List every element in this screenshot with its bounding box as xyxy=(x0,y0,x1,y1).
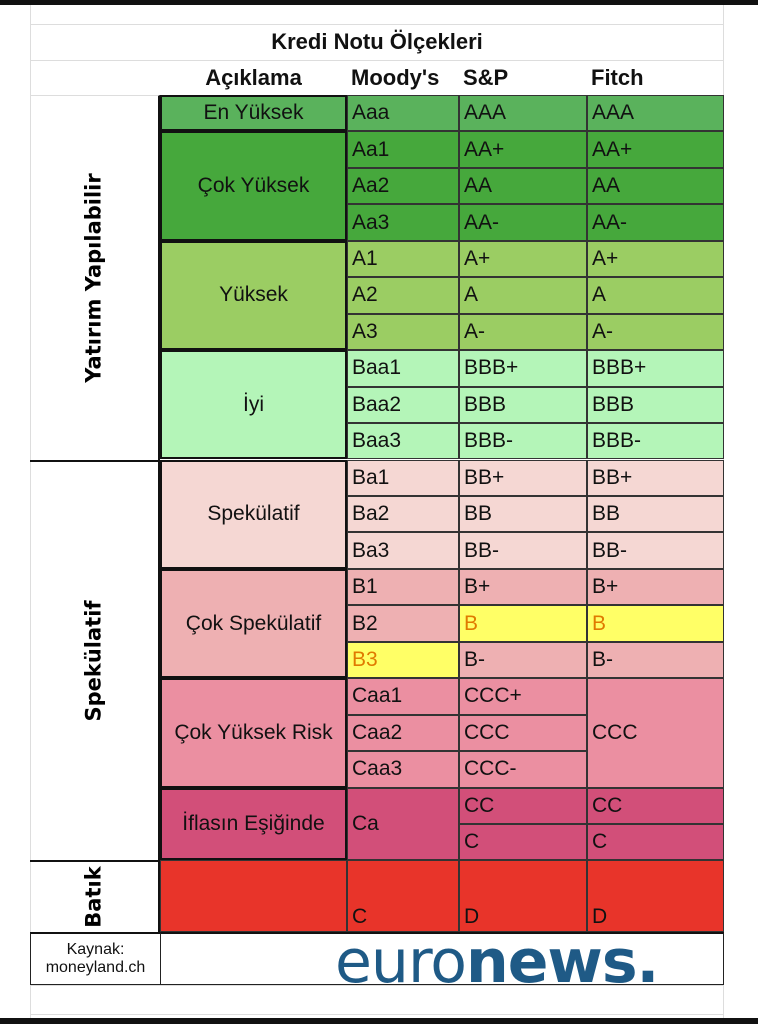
moodys-rating-cell: A3 xyxy=(347,313,459,351)
gridline xyxy=(30,1014,724,1015)
fitch-rating-cell: B- xyxy=(587,641,724,679)
moodys-rating-cell: B1 xyxy=(347,568,459,606)
header-moodys: Moody's xyxy=(351,65,440,90)
gridline xyxy=(30,60,724,61)
fitch-rating-cell: CC xyxy=(587,787,724,824)
moodys-rating-cell: Caa2 xyxy=(347,714,459,752)
gridline xyxy=(30,5,31,1018)
moodys-rating-cell: Aa1 xyxy=(347,131,459,168)
description-cell: Yüksek xyxy=(160,240,347,351)
category-label-cell: Batık xyxy=(30,860,160,933)
fitch-rating-cell: A xyxy=(587,277,724,314)
fitch-rating-cell: AA+ xyxy=(587,131,724,168)
sp-rating-cell: B+ xyxy=(459,568,587,606)
fitch-rating-cell: B xyxy=(587,605,724,642)
sp-rating-cell: BBB- xyxy=(459,423,587,460)
source-label: Kaynak: xyxy=(66,941,125,958)
fitch-rating-cell: BB- xyxy=(587,532,724,569)
fitch-rating-cell: BBB xyxy=(587,386,724,424)
sp-rating-cell: AA+ xyxy=(459,131,587,168)
source-value: moneyland.ch xyxy=(45,959,146,976)
moodys-rating-cell: Ba1 xyxy=(347,459,459,496)
moodys-rating-cell: B2 xyxy=(347,605,459,642)
table-title: Kredi Notu Ölçekleri xyxy=(271,29,483,54)
fitch-rating-cell: BB+ xyxy=(587,459,724,496)
moodys-rating-cell: Ba2 xyxy=(347,495,459,533)
sp-rating-cell: BB xyxy=(459,495,587,533)
moodys-rating-cell: A2 xyxy=(347,277,459,314)
bottom-bar xyxy=(0,1018,758,1024)
moodys-rating-cell: Aa3 xyxy=(347,204,459,241)
euronews-logo: euronews. xyxy=(335,927,659,997)
sp-rating-cell: A- xyxy=(459,313,587,351)
sp-rating-cell: A+ xyxy=(459,240,587,278)
description-cell: İflasın Eşiğinde xyxy=(160,787,347,861)
fitch-rating-cell: C xyxy=(587,824,724,861)
sp-rating-cell: B- xyxy=(459,641,587,679)
top-bar xyxy=(0,0,758,5)
moodys-rating-cell: Ba3 xyxy=(347,532,459,569)
moodys-rating-cell: Baa3 xyxy=(347,423,459,460)
source-cell: Kaynak: moneyland.ch xyxy=(30,932,161,985)
gridline xyxy=(30,985,724,986)
sp-rating-cell: AA- xyxy=(459,204,587,241)
moodys-rating-cell: Ca xyxy=(347,787,459,861)
description-cell: Spekülatif xyxy=(160,459,347,569)
sp-rating-cell: C xyxy=(459,824,587,861)
moodys-rating-cell: Aaa xyxy=(347,95,459,132)
sp-rating-cell: CCC+ xyxy=(459,678,587,715)
header-sp: S&P xyxy=(463,65,509,90)
sp-rating-cell: AA xyxy=(459,167,587,205)
fitch-rating-cell: AA xyxy=(587,167,724,205)
header-description: Açıklama xyxy=(205,65,302,90)
moodys-rating-cell: Caa1 xyxy=(347,678,459,715)
description-cell xyxy=(160,860,347,933)
category-label: Yatırım Yapılabilir xyxy=(82,173,106,383)
fitch-rating-cell: A+ xyxy=(587,240,724,278)
description-cell: Çok Yüksek Risk xyxy=(160,678,347,788)
moodys-rating-cell: Aa2 xyxy=(347,167,459,205)
sp-rating-cell: BB+ xyxy=(459,459,587,496)
moodys-rating-cell: A1 xyxy=(347,240,459,278)
sp-rating-cell: BB- xyxy=(459,532,587,569)
description-cell: En Yüksek xyxy=(160,95,347,132)
fitch-rating-cell: BBB+ xyxy=(587,350,724,387)
category-label: Spekülatif xyxy=(82,600,106,722)
sp-rating-cell: BBB xyxy=(459,386,587,424)
description-cell: Çok Yüksek xyxy=(160,131,347,241)
moodys-rating-cell: Baa2 xyxy=(347,386,459,424)
fitch-rating-cell: B+ xyxy=(587,568,724,606)
sp-rating-cell: AAA xyxy=(459,95,587,132)
sp-rating-cell: CC xyxy=(459,787,587,824)
moodys-rating-cell: C xyxy=(347,860,459,933)
logo-cell xyxy=(160,932,724,985)
sp-rating-cell: CCC- xyxy=(459,751,587,788)
category-label-cell: Yatırım Yapılabilir xyxy=(30,95,160,460)
fitch-rating-cell: D xyxy=(587,860,724,933)
sp-rating-cell: CCC xyxy=(459,714,587,752)
fitch-rating-cell: A- xyxy=(587,313,724,351)
moodys-rating-cell: B3 xyxy=(347,641,459,679)
fitch-rating-cell: AA- xyxy=(587,204,724,241)
header-fitch: Fitch xyxy=(591,65,644,90)
sp-rating-cell: B xyxy=(459,605,587,642)
sp-rating-cell: D xyxy=(459,860,587,933)
sp-rating-cell: BBB+ xyxy=(459,350,587,387)
sp-rating-cell: A xyxy=(459,277,587,314)
fitch-rating-cell: AAA xyxy=(587,95,724,132)
category-label: Batık xyxy=(81,866,106,929)
fitch-rating-cell: BBB- xyxy=(587,423,724,460)
moodys-rating-cell: Caa3 xyxy=(347,751,459,788)
gridline xyxy=(30,24,724,25)
fitch-rating-cell: BB xyxy=(587,495,724,533)
category-label-cell: Spekülatif xyxy=(30,459,160,861)
description-cell: Çok Spekülatif xyxy=(160,568,347,679)
fitch-rating-cell: CCC xyxy=(587,678,724,788)
moodys-rating-cell: Baa1 xyxy=(347,350,459,387)
description-cell: İyi xyxy=(160,350,347,460)
